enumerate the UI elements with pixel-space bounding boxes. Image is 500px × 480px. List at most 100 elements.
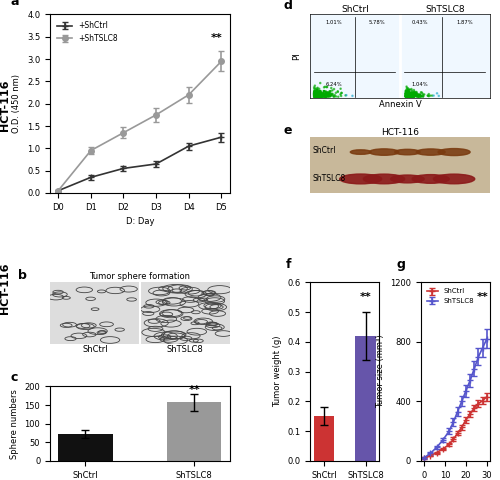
Point: [403, 92, 411, 100]
Point: [404, 90, 411, 98]
Point: [318, 93, 326, 100]
Point: [315, 93, 323, 100]
Point: [415, 91, 423, 99]
Point: [330, 85, 338, 93]
Point: [313, 93, 321, 100]
Point: [404, 93, 412, 100]
Point: [406, 93, 413, 100]
Point: [408, 93, 416, 100]
Point: [410, 91, 418, 99]
Point: [324, 92, 332, 100]
Point: [404, 93, 412, 101]
Point: [318, 93, 326, 100]
Point: [402, 88, 410, 96]
Point: [404, 91, 411, 98]
Point: [402, 91, 410, 99]
Point: [408, 93, 416, 100]
Point: [411, 91, 419, 98]
Point: [315, 85, 323, 93]
Point: [408, 89, 416, 96]
Point: [316, 90, 324, 97]
Point: [322, 89, 330, 97]
Point: [318, 93, 326, 100]
Point: [318, 93, 326, 100]
Point: [404, 93, 412, 100]
Point: [312, 84, 320, 92]
Point: [415, 93, 423, 100]
Point: [402, 91, 410, 98]
Point: [404, 93, 412, 100]
Point: [314, 91, 322, 98]
Point: [311, 90, 319, 97]
Point: [322, 91, 330, 99]
Point: [410, 89, 418, 97]
Point: [313, 90, 321, 98]
Point: [310, 89, 318, 97]
Point: [406, 93, 414, 100]
Point: [404, 93, 412, 100]
Point: [311, 92, 319, 100]
Point: [408, 89, 416, 97]
Point: [405, 92, 413, 100]
Point: [404, 88, 412, 96]
Point: [404, 88, 411, 96]
Point: [315, 87, 323, 95]
Point: [326, 93, 334, 100]
Point: [404, 89, 412, 97]
Text: PI: PI: [292, 53, 302, 60]
Point: [312, 93, 320, 100]
Point: [315, 93, 323, 101]
Bar: [167, 402, 222, 461]
Point: [410, 92, 418, 100]
Point: [316, 93, 324, 100]
Point: [322, 88, 330, 96]
Point: [411, 90, 419, 97]
Point: [410, 92, 418, 99]
Point: [315, 91, 323, 99]
Point: [403, 92, 411, 99]
Point: [405, 90, 413, 97]
Point: [315, 89, 323, 97]
Point: [312, 92, 320, 100]
Point: [402, 90, 410, 97]
Legend: +ShCtrl, +ShTSLC8: +ShCtrl, +ShTSLC8: [54, 18, 121, 46]
Point: [321, 90, 329, 98]
Point: [415, 92, 423, 100]
Point: [325, 90, 333, 97]
Point: [314, 93, 322, 100]
Point: [405, 92, 413, 100]
Point: [406, 93, 414, 100]
Point: [410, 93, 418, 100]
Point: [314, 90, 322, 98]
Point: [417, 88, 425, 96]
Point: [402, 87, 410, 95]
Point: [314, 93, 322, 100]
Point: [404, 91, 411, 99]
Point: [313, 90, 321, 98]
Text: HCT-116: HCT-116: [381, 128, 419, 137]
Point: [411, 91, 419, 98]
Point: [313, 92, 321, 99]
Point: [418, 92, 426, 100]
Text: ShTSLC8: ShTSLC8: [166, 345, 203, 354]
Point: [403, 92, 411, 99]
Point: [312, 93, 320, 100]
Point: [407, 91, 415, 99]
Point: [311, 92, 319, 100]
Point: [313, 92, 321, 99]
X-axis label: D: Day: D: Day: [126, 217, 154, 226]
Point: [312, 93, 320, 100]
Point: [406, 90, 414, 97]
Ellipse shape: [395, 149, 420, 155]
Point: [404, 89, 412, 96]
Point: [406, 92, 413, 100]
Point: [404, 93, 412, 100]
Point: [407, 91, 415, 99]
Point: [403, 90, 411, 98]
Point: [410, 92, 418, 100]
Point: [324, 93, 332, 100]
Point: [402, 92, 410, 100]
Point: [408, 93, 416, 100]
Point: [322, 88, 330, 96]
Point: [403, 89, 411, 96]
